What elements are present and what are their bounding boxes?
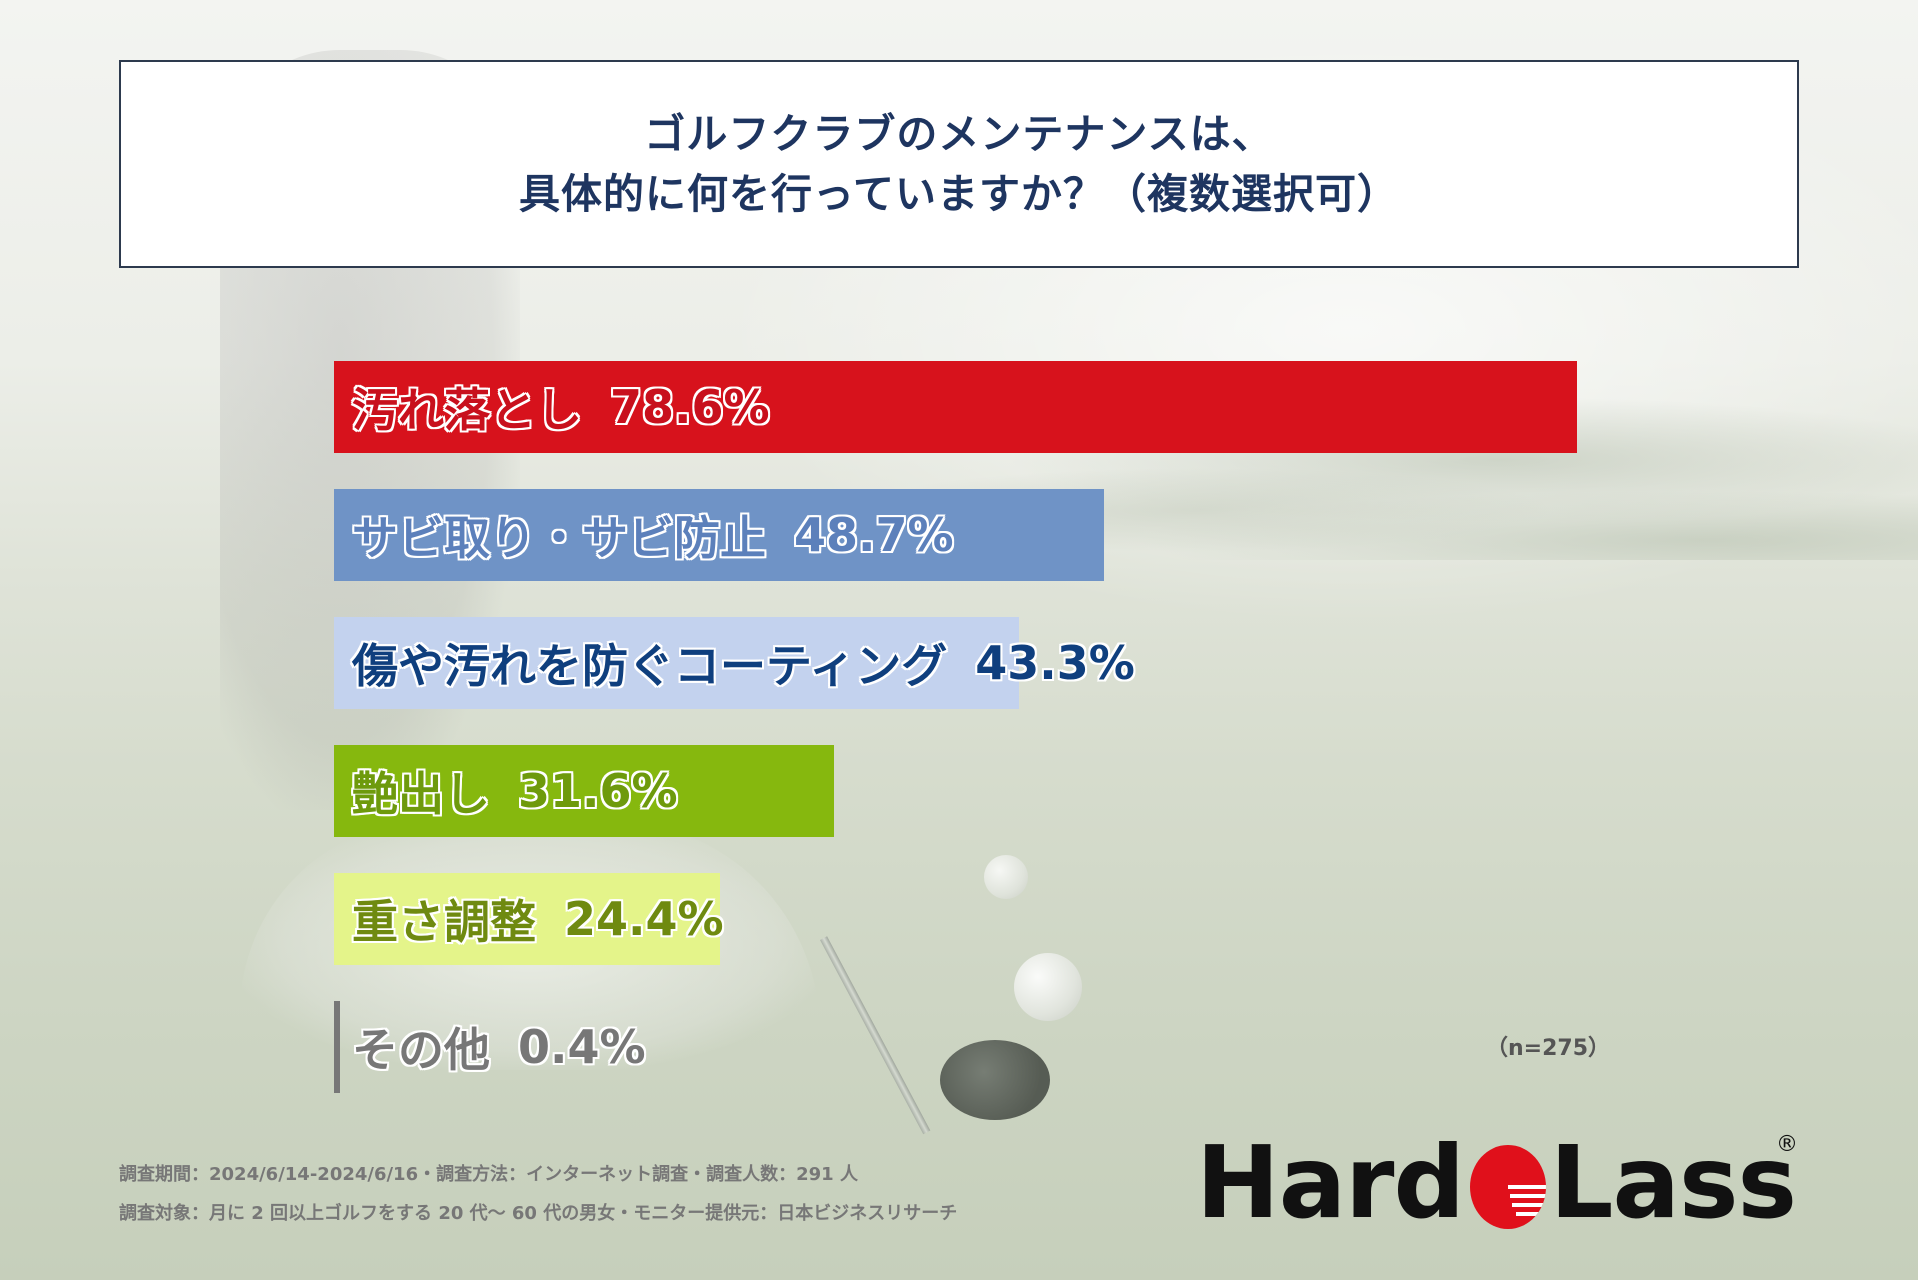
bar <box>334 873 720 965</box>
value-label: 0.4% <box>518 1020 646 1074</box>
title-box: ゴルフクラブのメンテナンスは、 具体的に何を行っていますか？（複数選択可） <box>119 60 1799 268</box>
category-label: 艶出し <box>352 767 490 821</box>
bar-label: 艶出し 31.6% <box>352 745 678 837</box>
bar <box>334 617 1019 709</box>
bar-label: 重さ調整 24.4% <box>352 873 724 965</box>
golf-club-head-image <box>940 1040 1050 1120</box>
bar <box>334 489 1105 581</box>
bar <box>334 361 1578 453</box>
chart-title-line-2: 具体的に何を行っていますか？（複数選択可） <box>519 170 1399 218</box>
value-label: 78.6% <box>610 380 770 434</box>
logo-text-hard: Hard <box>1196 1124 1465 1241</box>
bar-label: その他 0.4% <box>352 1001 646 1093</box>
logo-o-mark <box>1470 1145 1546 1229</box>
golf-ball-image <box>1014 953 1082 1021</box>
bar-label: サビ取り・サビ防止 48.7% <box>352 489 954 581</box>
value-label: 24.4% <box>564 892 724 946</box>
value-label: 48.7% <box>794 508 954 562</box>
bar-label: 傷や汚れを防ぐコーティング 43.3% <box>352 617 1135 709</box>
category-label: 汚れ落とし <box>352 383 582 437</box>
category-label: サビ取り・サビ防止 <box>352 511 766 565</box>
logo-text-lass: Lass <box>1549 1124 1797 1241</box>
category-label: 傷や汚れを防ぐコーティング <box>352 639 948 693</box>
registered-mark: ® <box>1776 1132 1798 1157</box>
bar <box>334 745 834 837</box>
value-label: 43.3% <box>975 636 1135 690</box>
sample-size-label: （n=275） <box>1486 1036 1611 1061</box>
bar-label: 汚れ落とし 78.6% <box>352 361 770 453</box>
footnote-survey-target: 調査対象：月に 2 回以上ゴルフをする 20 代〜 60 代の男女・モニター提供… <box>119 1203 958 1224</box>
hardlass-logo: Hard Lass ® <box>1196 1124 1798 1241</box>
golf-ball-image <box>984 855 1028 899</box>
value-label: 31.6% <box>518 764 678 818</box>
chart-title-line-1: ゴルフクラブのメンテナンスは、 <box>644 110 1274 158</box>
category-label: その他 <box>352 1023 490 1077</box>
bar <box>334 1001 341 1093</box>
footnote-survey-method: 調査期間：2024/6/14-2024/6/16・調査方法：インターネット調査・… <box>119 1164 858 1185</box>
category-label: 重さ調整 <box>352 895 536 949</box>
